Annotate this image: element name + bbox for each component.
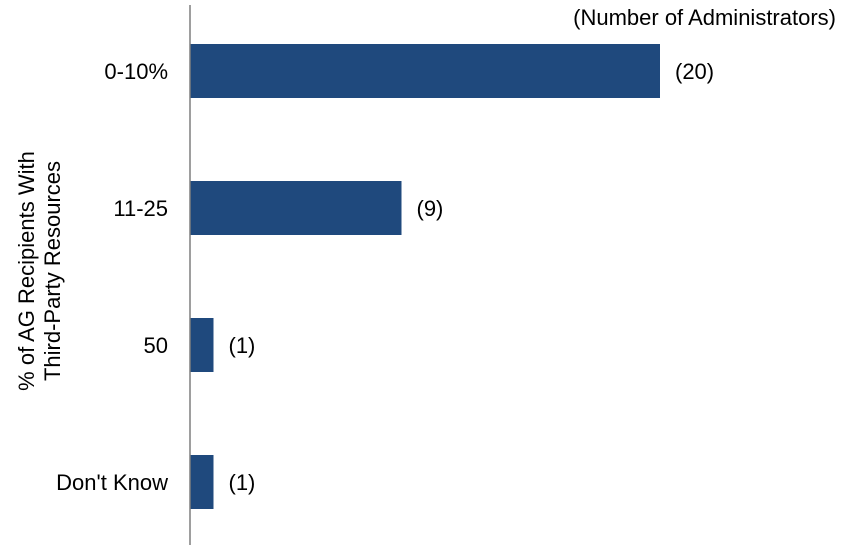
bar-3 bbox=[190, 455, 214, 509]
y-axis-title-line-1: % of AG Recipients With bbox=[14, 151, 39, 391]
y-axis-title: % of AG Recipients With Third-Party Reso… bbox=[14, 151, 65, 391]
data-label-1: (9) bbox=[417, 196, 444, 221]
bar-0 bbox=[190, 44, 660, 98]
category-label-1: 11-25 bbox=[113, 196, 168, 221]
bar-1 bbox=[190, 181, 402, 235]
category-label-0: 0-10% bbox=[104, 59, 168, 84]
category-label-2: 50 bbox=[144, 333, 168, 358]
data-label-2: (1) bbox=[229, 333, 256, 358]
y-axis-title-line-2: Third-Party Resources bbox=[40, 161, 65, 381]
bar-2 bbox=[190, 318, 214, 372]
units-label: (Number of Administrators) bbox=[573, 5, 836, 30]
data-label-0: (20) bbox=[675, 59, 714, 84]
category-label-3: Don't Know bbox=[56, 470, 168, 495]
bars-group: 0-10% (20) 11-25 (9) 50 (1) Don't Know (1) bbox=[56, 44, 714, 509]
data-label-3: (1) bbox=[229, 470, 256, 495]
